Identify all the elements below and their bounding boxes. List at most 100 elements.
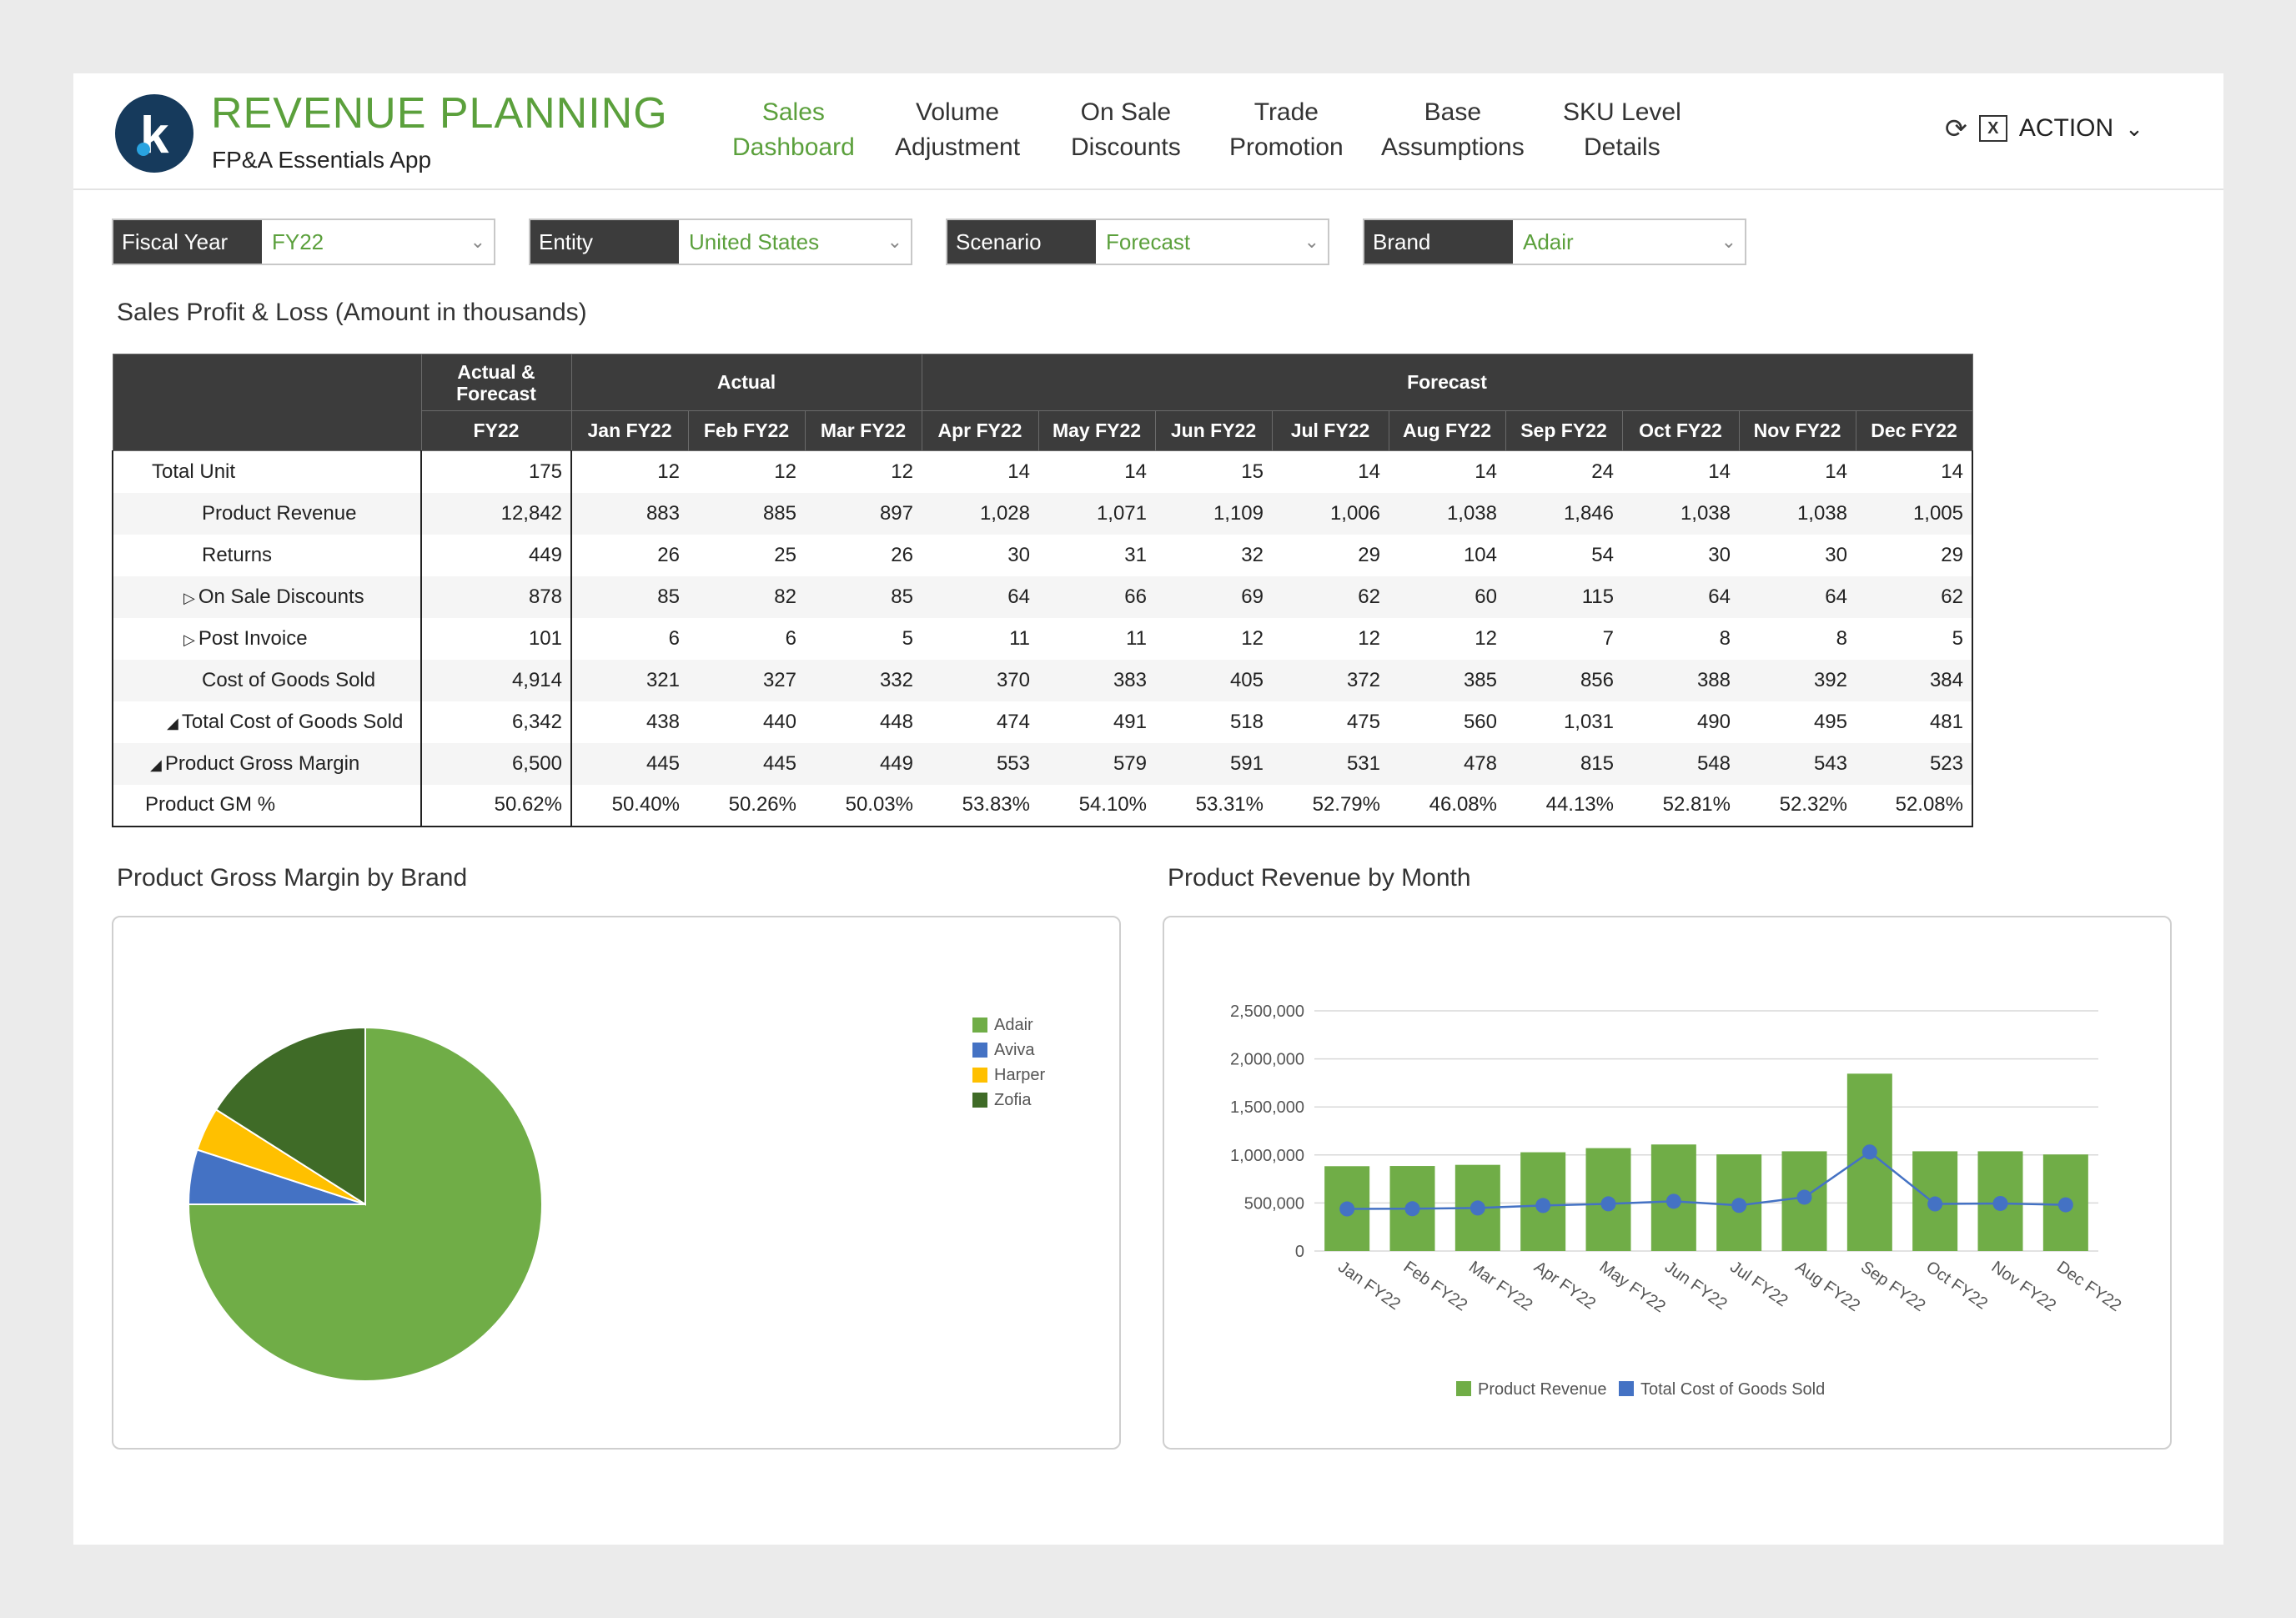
logo-dot — [137, 143, 150, 156]
table-row: Product Revenue 12,842 883 885 897 1,028 1,071… — [112, 492, 1973, 535]
pl-column-header: Oct FY22 — [1621, 410, 1740, 451]
filter-value-text: United States — [689, 229, 820, 254]
point-total-cogs — [1927, 1196, 1943, 1212]
row-label[interactable]: ▷ On Sale Discounts — [112, 575, 421, 618]
table-cell: 327 — [688, 659, 805, 701]
table-cell: 438 — [571, 701, 688, 743]
pl-column-header: May FY22 — [1037, 410, 1156, 451]
filter-entity[interactable]: Entity United States ⌄ — [529, 219, 912, 265]
point-total-cogs — [1404, 1201, 1420, 1217]
table-cell: 579 — [1038, 742, 1155, 785]
table-cell: 8 — [1622, 617, 1739, 660]
row-label[interactable]: ◢ Total Cost of Goods Sold — [112, 701, 421, 743]
table-cell: 1,038 — [1389, 492, 1505, 535]
chevron-down-icon: ⌄ — [1304, 231, 1319, 252]
table-cell: 405 — [1155, 659, 1272, 701]
row-label-text: Returns — [202, 543, 273, 566]
nav-label-line2: Promotion — [1229, 133, 1344, 161]
table-cell: 392 — [1739, 659, 1856, 701]
point-total-cogs — [2057, 1197, 2073, 1213]
x-tick-label: Dec FY22 — [2053, 1258, 2124, 1315]
table-cell: 26 — [571, 534, 688, 576]
table-cell: 82 — [688, 575, 805, 618]
chevron-down-icon[interactable]: ⌄ — [2125, 115, 2143, 141]
refresh-icon[interactable]: ⟳ — [1945, 113, 1967, 143]
x-tick-label: Jul FY22 — [1726, 1258, 1791, 1310]
table-cell: 1,005 — [1856, 492, 1973, 535]
table-cell: 54 — [1505, 534, 1622, 576]
pl-column-header: Apr FY22 — [921, 410, 1039, 451]
filter-brand[interactable]: Brand Adair ⌄ — [1363, 219, 1746, 265]
table-cell: 475 — [1272, 701, 1389, 743]
filter-fiscal-year[interactable]: Fiscal Year FY22 ⌄ — [112, 219, 495, 265]
table-cell: 104 — [1389, 534, 1505, 576]
expand-icon[interactable]: ▷ — [183, 589, 195, 606]
header-actions: ⟳ X ACTION ⌄ — [1945, 112, 2143, 145]
filter-value[interactable]: FY22 ⌄ — [262, 220, 494, 264]
table-cell: 52.08% — [1856, 784, 1973, 827]
filter-value-text: Adair — [1523, 229, 1574, 254]
row-label[interactable]: ◢ Product Gross Margin — [112, 742, 421, 785]
filter-value[interactable]: United States ⌄ — [679, 220, 911, 264]
app-title: REVENUE PLANNING — [211, 89, 668, 138]
nav-label-line2: Details — [1584, 133, 1660, 161]
nav-base-assumptions[interactable]: Base Assumptions — [1381, 95, 1525, 165]
point-total-cogs — [1339, 1201, 1355, 1217]
legend-item: Zofia — [972, 1091, 1031, 1110]
collapse-icon[interactable]: ◢ — [167, 714, 178, 731]
expand-icon[interactable]: ▷ — [183, 631, 195, 648]
pl-column-header: Feb FY22 — [687, 410, 806, 451]
filter-scenario[interactable]: Scenario Forecast ⌄ — [946, 219, 1329, 265]
table-cell: 14 — [1389, 450, 1505, 493]
excel-export-icon[interactable]: X — [1978, 115, 2007, 142]
logo-letter: k — [140, 107, 169, 164]
filter-value[interactable]: Adair ⌄ — [1513, 220, 1745, 264]
row-label: Returns — [112, 534, 421, 576]
pl-corner-header — [112, 354, 422, 451]
table-cell: 12 — [1389, 617, 1505, 660]
point-total-cogs — [1535, 1198, 1551, 1214]
row-label: Product Revenue — [112, 492, 421, 535]
table-cell: 8 — [1739, 617, 1856, 660]
pl-column-header: Sep FY22 — [1505, 410, 1623, 451]
row-label[interactable]: ▷ Post Invoice — [112, 617, 421, 660]
filter-value[interactable]: Forecast ⌄ — [1096, 220, 1328, 264]
legend-label: Adair — [994, 1016, 1033, 1034]
collapse-icon[interactable]: ◢ — [150, 756, 162, 773]
table-cell: 52.32% — [1739, 784, 1856, 827]
table-cell: 440 — [688, 701, 805, 743]
pl-table: Actual & Forecast Actual Forecast FY22 Ja… — [112, 354, 1973, 827]
table-cell: 474 — [922, 701, 1038, 743]
pie-slice-zofia[interactable] — [214, 1026, 366, 1206]
table-cell: 1,038 — [1739, 492, 1856, 535]
table-cell: 52.81% — [1622, 784, 1739, 827]
row-label-text: Post Invoice — [198, 626, 308, 650]
y-tick-label: 500,000 — [1244, 1194, 1304, 1213]
nav-label-line1: On Sale — [1080, 98, 1172, 126]
chevron-down-icon: ⌄ — [887, 231, 902, 252]
nav-trade-promotion[interactable]: Trade Promotion — [1229, 95, 1344, 165]
chevron-down-icon: ⌄ — [470, 231, 485, 252]
action-menu-button[interactable]: ACTION — [2018, 114, 2114, 142]
table-cell: 445 — [571, 742, 688, 785]
pie-chart — [187, 1026, 543, 1382]
table-cell: 445 — [688, 742, 805, 785]
pl-column-header: FY22 — [420, 410, 572, 451]
table-cell: 883 — [571, 492, 688, 535]
table-cell: 85 — [805, 575, 922, 618]
table-cell: 491 — [1038, 701, 1155, 743]
nav-sku-level-details[interactable]: SKU Level Details — [1563, 95, 1681, 165]
table-cell: 591 — [1155, 742, 1272, 785]
nav-sales-dashboard[interactable]: Sales Dashboard — [732, 95, 855, 165]
pie-chart-title: Product Gross Margin by Brand — [117, 864, 468, 892]
pie-slice-adair[interactable] — [187, 1026, 543, 1382]
table-cell: 11 — [922, 617, 1038, 660]
table-cell: 12 — [805, 450, 922, 493]
row-label-text: Cost of Goods Sold — [202, 668, 376, 691]
nav-volume-adjustment[interactable]: Volume Adjustment — [895, 95, 1020, 165]
nav-label-line2: Discounts — [1071, 133, 1181, 161]
table-cell: 1,071 — [1038, 492, 1155, 535]
nav-on-sale-discounts[interactable]: On Sale Discounts — [1071, 95, 1181, 165]
x-tick-label: Apr FY22 — [1530, 1258, 1599, 1313]
